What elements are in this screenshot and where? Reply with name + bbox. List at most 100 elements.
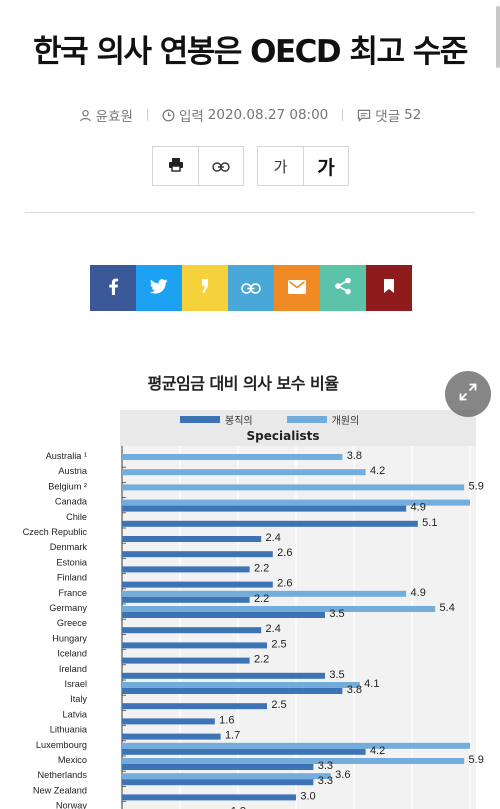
data-label: 5.9 [469, 480, 484, 492]
data-label: 5.4 [440, 602, 455, 614]
data-label: 4.2 [370, 745, 385, 757]
bar-bongjigui [122, 733, 221, 740]
legend-item: 봉직의 [180, 412, 253, 427]
bar-bongjigui [122, 748, 366, 755]
scrollbar[interactable] [496, 6, 500, 68]
share-bar [90, 265, 412, 311]
link-share-button[interactable] [228, 265, 274, 311]
data-label: 3.3 [318, 760, 333, 772]
bar-bongjigui [122, 596, 250, 603]
data-label: 1.7 [225, 730, 240, 742]
data-label: 1.8 [231, 806, 246, 809]
bar-bongjigui [122, 627, 262, 634]
category-label: Estonia [56, 557, 88, 567]
share-icon [334, 277, 352, 299]
category-label: Hungary [52, 633, 87, 643]
category-label: New Zealand [33, 785, 87, 795]
twitter-share-button[interactable] [136, 265, 182, 311]
kakao-share-button[interactable] [182, 265, 228, 311]
category-label: Chile [66, 512, 87, 522]
bar-bongjigui [122, 794, 296, 801]
twitter-icon [149, 278, 168, 298]
font-size-increase-button[interactable]: 가 [303, 147, 348, 185]
mail-icon [288, 279, 306, 298]
category-label: Latvia [62, 709, 87, 719]
data-label: 4.9 [411, 502, 426, 514]
chart-image: 평균임금 대비 의사 보수 비율 봉직의 개원의 Specialists Aus… [0, 360, 500, 809]
comments-label: 댓글 [375, 109, 401, 125]
legend-swatch [286, 416, 327, 423]
bar-bongjigui [122, 612, 325, 618]
data-label: 4.1 [364, 678, 379, 690]
bar-gaeweonui [122, 499, 470, 506]
link-icon [212, 157, 230, 176]
data-label: 3.8 [347, 684, 362, 696]
data-label: 3.8 [347, 450, 362, 462]
category-label: Australia ¹ [46, 451, 87, 461]
bar-gaeweonui [122, 773, 331, 780]
font-size-decrease-button[interactable]: 가 [258, 147, 303, 185]
bar-bongjigui [122, 551, 273, 558]
copy-link-button[interactable] [198, 147, 243, 185]
bar-gaeweonui [122, 590, 407, 597]
category-label: Netherlands [37, 770, 87, 780]
data-label: 5.9 [469, 754, 484, 766]
category-label: Canada [55, 497, 88, 507]
category-label: Lithuania [50, 725, 88, 735]
comments-count: 52 [404, 107, 422, 123]
bar-bongjigui [122, 703, 267, 710]
data-label: 1.6 [219, 714, 234, 726]
bookmark-icon [383, 278, 395, 298]
category-label: Czech Republic [23, 527, 88, 537]
data-label: 4.9 [411, 587, 426, 599]
bar-bongjigui [122, 581, 273, 588]
author-name: 윤효원 [95, 109, 133, 125]
legend-label: 봉직의 [225, 416, 253, 427]
category-label: Greece [57, 618, 87, 628]
bar-bongjigui [122, 764, 314, 770]
print-share-tools [152, 146, 244, 186]
data-label: 2.6 [277, 578, 292, 590]
chart-title: 평균임금 대비 의사 보수 비율 [147, 374, 339, 393]
category-label: Norway [56, 801, 88, 809]
article-meta: 윤효원 입력 2020.08.27 08:00 댓글 52 [0, 105, 500, 125]
more-share-button[interactable] [320, 265, 366, 311]
facebook-icon [106, 277, 120, 299]
expand-image-button[interactable] [445, 371, 491, 417]
bar-bongjigui [122, 520, 418, 527]
data-label: 2.2 [254, 654, 269, 666]
data-label: 2.4 [266, 532, 281, 544]
bookmark-button[interactable] [366, 265, 412, 311]
category-label: Finland [57, 573, 87, 583]
bar-bongjigui [122, 779, 314, 786]
chart-legend: 봉직의 개원의 [180, 412, 393, 427]
printer-icon [168, 157, 184, 176]
bar-chart: Australia ¹ 3.8 Austria 4.2 Belgium ² 5.9 Cana… [23, 446, 484, 809]
meta-divider [146, 109, 148, 121]
legend-item: 개원의 [286, 412, 360, 427]
legend-label: 개원의 [331, 416, 360, 427]
category-label: France [58, 588, 87, 598]
comments-link[interactable]: 댓글 52 [357, 105, 421, 125]
category-label: Denmark [50, 542, 88, 552]
category-label: Iceland [57, 649, 87, 659]
data-label: 2.4 [266, 623, 281, 635]
category-label: Israel [65, 679, 87, 689]
chart-legend-band: 봉직의 개원의 Specialists [120, 410, 476, 446]
mail-share-button[interactable] [274, 265, 320, 311]
data-label: 3.5 [329, 608, 344, 620]
bar-gaeweonui [122, 454, 343, 460]
data-label: 2.5 [271, 699, 286, 711]
print-button[interactable] [153, 147, 198, 185]
article-headline: 한국 의사 연봉은 OECD 최고 수준 [33, 34, 468, 70]
legend-swatch [180, 416, 220, 423]
bar-bongjigui [122, 688, 343, 694]
clock-icon [162, 109, 175, 122]
category-label: Austria [58, 466, 87, 476]
date-value: 2020.08.27 08:00 [207, 107, 329, 123]
facebook-share-button[interactable] [90, 265, 136, 311]
data-label: 3.3 [318, 775, 333, 787]
font-size-tools: 가 가 [257, 146, 349, 186]
bar-bongjigui [122, 536, 262, 542]
bar-gaeweonui [122, 682, 360, 688]
